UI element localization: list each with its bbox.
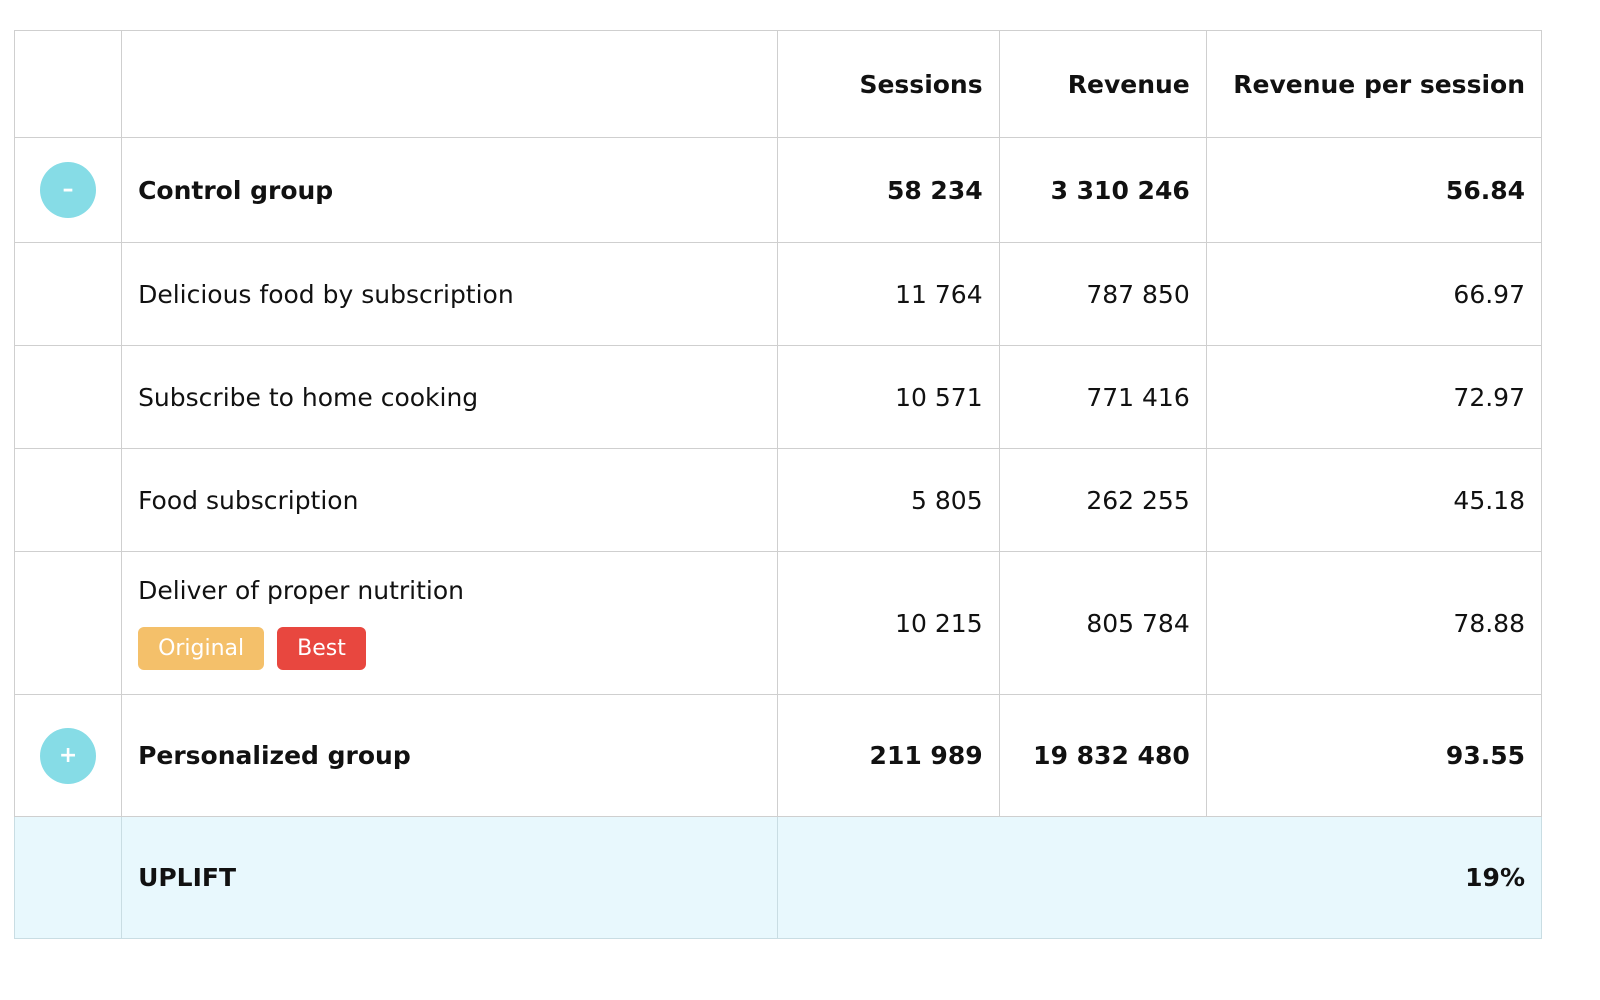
table-row: Delicious food by subscription 11 764 78… [13, 242, 1543, 346]
row-spacer [13, 242, 123, 346]
control-group-toggle-cell: – [13, 137, 123, 243]
table-row: Deliver of proper nutrition Original Bes… [13, 551, 1543, 695]
variant-sessions: 10 571 [777, 345, 1000, 449]
row-spacer [13, 816, 123, 939]
variant-rps: 66.97 [1205, 242, 1543, 346]
variant-label: Deliver of proper nutrition [138, 576, 465, 605]
header-revenue: Revenue [998, 30, 1207, 138]
personalized-group-toggle-cell: + [13, 694, 123, 817]
variant-cell: Deliver of proper nutrition Original Bes… [121, 551, 779, 695]
uplift-value: 19% [777, 816, 1542, 939]
personalized-group-sessions: 211 989 [777, 694, 1000, 817]
personalized-group-rps: 93.55 [1205, 694, 1543, 817]
best-badge: Best [277, 627, 366, 670]
row-spacer [13, 551, 123, 695]
expand-button[interactable]: + [40, 727, 97, 784]
variant-label: Subscribe to home cooking [121, 345, 779, 449]
variant-rps: 72.97 [1205, 345, 1543, 449]
row-spacer [13, 345, 123, 449]
table-header: Sessions Revenue Revenue per session [13, 30, 1543, 138]
control-group-row: – Control group 58 234 3 310 246 56.84 [13, 137, 1543, 243]
row-spacer [13, 448, 123, 552]
variant-label: Delicious food by subscription [121, 242, 779, 346]
control-group-label: Control group [121, 137, 779, 243]
variant-label: Food subscription [121, 448, 779, 552]
variant-revenue: 771 416 [998, 345, 1207, 449]
variant-sessions: 11 764 [777, 242, 1000, 346]
uplift-label: UPLIFT [121, 816, 779, 939]
original-badge: Original [138, 627, 265, 670]
uplift-row: UPLIFT 19% [13, 816, 1542, 939]
header-sessions: Sessions [777, 30, 1000, 138]
badge-group: Original Best [138, 627, 777, 670]
variant-revenue: 805 784 [998, 551, 1207, 695]
header-name-cell [121, 30, 779, 138]
personalized-group-row: + Personalized group 211 989 19 832 480 … [13, 694, 1543, 817]
header-toggle-cell [13, 30, 123, 138]
results-table: Sessions Revenue Revenue per session – C… [13, 30, 1543, 939]
header-revenue-per-session: Revenue per session [1205, 30, 1543, 138]
control-group-rps: 56.84 [1205, 137, 1543, 243]
control-group-revenue: 3 310 246 [998, 137, 1207, 243]
table-row: Food subscription 5 805 262 255 45.18 [13, 448, 1543, 552]
variant-rps: 78.88 [1205, 551, 1543, 695]
variant-sessions: 10 215 [777, 551, 1000, 695]
personalized-group-label: Personalized group [121, 694, 779, 817]
collapse-button[interactable]: – [40, 162, 97, 218]
table-row: Subscribe to home cooking 10 571 771 416… [13, 345, 1543, 449]
variant-revenue: 262 255 [998, 448, 1207, 552]
control-group-sessions: 58 234 [777, 137, 1000, 243]
personalized-group-revenue: 19 832 480 [998, 694, 1207, 817]
variant-rps: 45.18 [1205, 448, 1543, 552]
variant-sessions: 5 805 [777, 448, 1000, 552]
variant-revenue: 787 850 [998, 242, 1207, 346]
